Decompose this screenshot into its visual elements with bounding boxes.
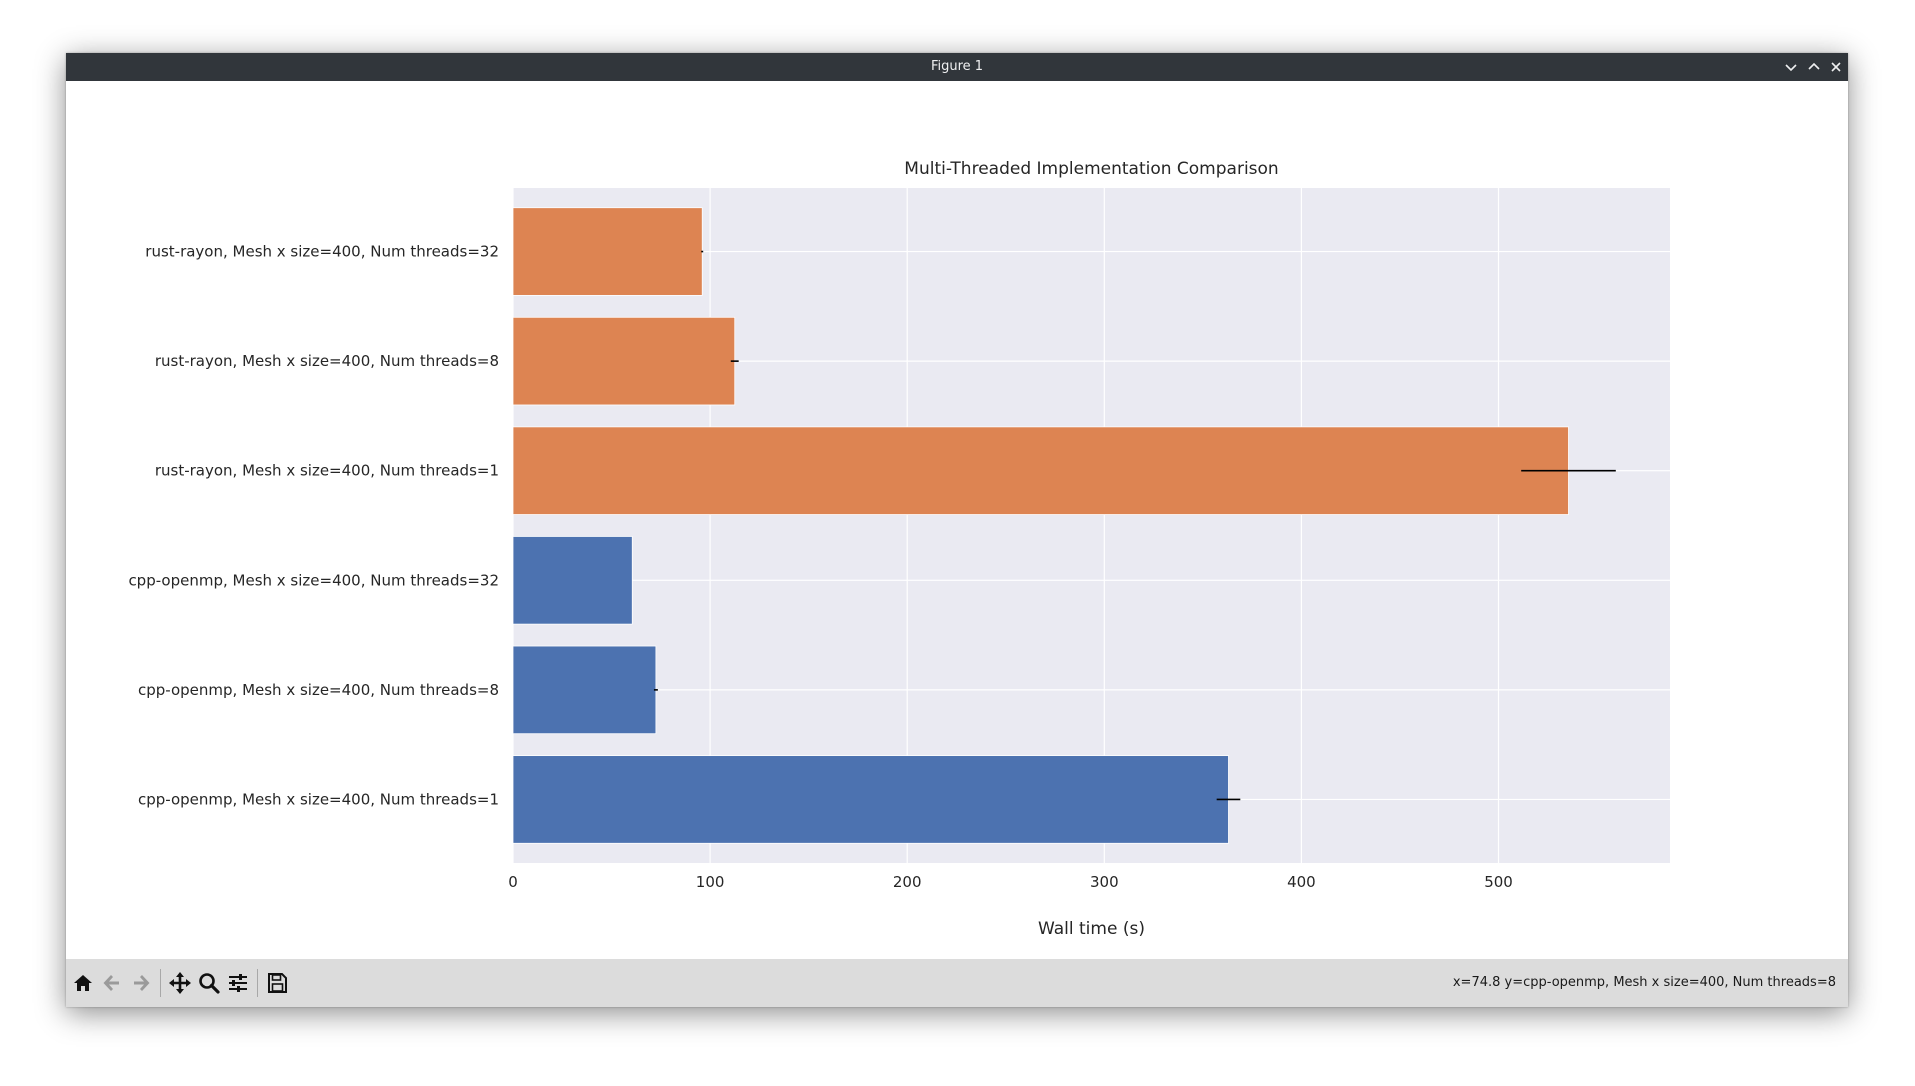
save-disk-icon[interactable] <box>264 970 290 996</box>
x-tick-label: 200 <box>893 873 922 891</box>
x-tick-label: 400 <box>1287 873 1316 891</box>
error-bars <box>653 250 1616 801</box>
zoom-magnifier-icon[interactable] <box>196 970 222 996</box>
minimize-chevron-icon[interactable] <box>1782 58 1800 76</box>
forward-arrow-icon[interactable] <box>128 970 154 996</box>
y-tick-label: rust-rayon, Mesh x size=400, Num threads… <box>155 352 499 370</box>
window-title: Figure 1 <box>930 59 984 74</box>
toolbar-separator <box>160 969 161 997</box>
figure-canvas[interactable]: 0 100 200 300 400 500 rust-rayon, Mesh x size… <box>66 81 1848 959</box>
figure-window: Figure 1 0 100 200 300 400 500 rust-rayon, Me… <box>66 53 1848 1007</box>
maximize-chevron-icon[interactable] <box>1805 58 1823 76</box>
x-tick-label: 500 <box>1484 873 1513 891</box>
navigation-toolbar: x=74.8 y=cpp-openmp, Mesh x size=400, Nu… <box>66 959 1848 1007</box>
y-tick-label: cpp-openmp, Mesh x size=400, Num threads… <box>138 790 499 808</box>
chart-title: Multi-Threaded Implementation Comparison <box>904 159 1278 179</box>
bar[interactable] <box>512 426 1569 515</box>
x-tick-label: 100 <box>696 873 725 891</box>
bars <box>512 207 1569 844</box>
bar-chart[interactable]: 0 100 200 300 400 500 rust-rayon, Mesh x size… <box>66 81 1848 959</box>
bar[interactable] <box>512 755 1229 844</box>
window-titlebar[interactable]: Figure 1 <box>66 53 1848 81</box>
bar[interactable] <box>512 207 703 296</box>
y-tick-labels: rust-rayon, Mesh x size=400, Num threads… <box>128 243 499 809</box>
x-tick-label: 0 <box>508 873 518 891</box>
plot-background <box>513 188 1670 863</box>
cursor-coordinates-status: x=74.8 y=cpp-openmp, Mesh x size=400, Nu… <box>1452 975 1836 990</box>
bar[interactable] <box>512 316 736 406</box>
toolbar-separator <box>257 969 258 997</box>
y-tick-label: rust-rayon, Mesh x size=400, Num threads… <box>145 243 499 261</box>
x-axis-label: Wall time (s) <box>1038 919 1145 939</box>
bar[interactable] <box>512 536 633 625</box>
home-icon[interactable] <box>70 970 96 996</box>
back-arrow-icon[interactable] <box>99 970 125 996</box>
y-tick-label: cpp-openmp, Mesh x size=400, Num threads… <box>138 681 499 699</box>
pan-move-icon[interactable] <box>167 970 193 996</box>
y-tick-label: rust-rayon, Mesh x size=400, Num threads… <box>155 462 499 480</box>
x-tick-label: 300 <box>1090 873 1119 891</box>
bar[interactable] <box>512 645 657 735</box>
close-icon[interactable] <box>1827 58 1845 76</box>
configure-subplots-icon[interactable] <box>225 970 251 996</box>
y-tick-label: cpp-openmp, Mesh x size=400, Num threads… <box>128 571 499 589</box>
x-tick-labels: 0 100 200 300 400 500 <box>508 873 1513 891</box>
